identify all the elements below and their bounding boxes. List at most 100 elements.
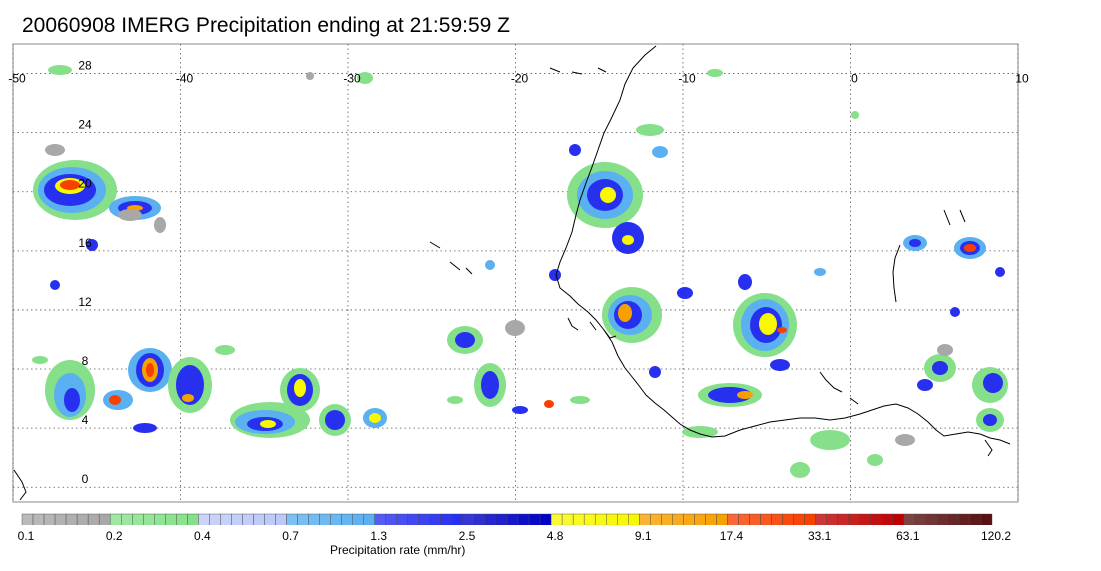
colorbar-swatch bbox=[87, 513, 100, 525]
colorbar-swatch bbox=[451, 513, 464, 525]
coast-detail bbox=[984, 439, 993, 457]
colorbar bbox=[21, 513, 993, 525]
precip-cell bbox=[612, 222, 644, 254]
colorbar-swatch bbox=[54, 513, 67, 525]
precip-cell bbox=[363, 408, 387, 428]
colorbar-swatch bbox=[837, 513, 849, 525]
colorbar-swatch bbox=[705, 513, 717, 525]
colorbar-swatch bbox=[936, 513, 949, 525]
colorbar-swatch bbox=[165, 513, 177, 525]
colorbar-tick-label: 9.1 bbox=[634, 529, 652, 543]
latitude-tick-label: 24 bbox=[78, 118, 92, 132]
colorbar-swatch bbox=[98, 513, 111, 525]
colorbar-swatch bbox=[418, 513, 431, 525]
colorbar-tick-label: 0.2 bbox=[105, 529, 123, 543]
colorbar-swatch bbox=[121, 513, 133, 525]
colorbar-tick-label: 0.4 bbox=[194, 529, 211, 543]
colorbar-swatch bbox=[606, 513, 618, 525]
colorbar-tick-label: 0.7 bbox=[282, 529, 299, 543]
colorbar-swatch bbox=[892, 513, 905, 525]
colorbar-swatch bbox=[65, 513, 78, 525]
colorbar-swatch bbox=[308, 513, 320, 525]
colorbar-swatch bbox=[109, 513, 122, 525]
colorbar-swatch bbox=[528, 513, 541, 525]
colorbar-tick-label: 4.8 bbox=[546, 529, 564, 543]
colorbar-tick-label: 120.2 bbox=[980, 529, 1012, 543]
colorbar-swatch bbox=[231, 513, 243, 525]
colorbar-swatch bbox=[782, 513, 794, 525]
colorbar-swatch bbox=[650, 513, 662, 525]
colorbar-swatch bbox=[925, 513, 938, 525]
colorbar-tick-label: 1.3 bbox=[370, 529, 388, 543]
colorbar-swatch bbox=[903, 513, 916, 525]
colorbar-swatch bbox=[473, 513, 486, 525]
precip-cell bbox=[474, 363, 506, 407]
precip-cell bbox=[230, 402, 310, 438]
colorbar-swatch bbox=[716, 513, 728, 525]
precip-cell bbox=[447, 326, 483, 354]
colorbar-swatch bbox=[374, 513, 386, 525]
precip-cell bbox=[45, 72, 953, 446]
colorbar-swatch bbox=[198, 513, 210, 525]
colorbar-swatch bbox=[969, 513, 982, 525]
precip-cell bbox=[924, 354, 956, 382]
colorbar-swatch bbox=[617, 513, 629, 525]
longitude-tick-label: -50 bbox=[8, 71, 26, 85]
colorbar-label: Precipitation rate (mm/hr) bbox=[330, 543, 466, 557]
longitude-tick-label: -20 bbox=[511, 71, 529, 85]
colorbar-swatch bbox=[517, 513, 530, 525]
colorbar-swatch bbox=[297, 513, 309, 525]
colorbar-swatch bbox=[407, 513, 420, 525]
colorbar-tick-label: 33.1 bbox=[807, 529, 832, 543]
longitude-labels: -50 -40 -30 -20 -10 0 10 bbox=[8, 71, 1029, 85]
precipitation-field bbox=[32, 65, 1008, 478]
colorbar-swatch bbox=[881, 513, 893, 525]
colorbar-swatch bbox=[363, 513, 375, 525]
colorbar-swatch bbox=[980, 513, 993, 525]
colorbar-swatch bbox=[539, 513, 552, 525]
colorbar-swatch bbox=[341, 513, 353, 525]
colorbar-swatch bbox=[870, 513, 882, 525]
latitude-tick-label: 0 bbox=[82, 472, 89, 486]
colorbar-swatch bbox=[76, 513, 89, 525]
colorbar-swatch bbox=[815, 513, 827, 525]
precip-cell bbox=[954, 237, 986, 259]
coast-detail bbox=[567, 317, 617, 339]
precip-cell bbox=[33, 160, 117, 220]
latitude-tick-label: 8 bbox=[82, 354, 89, 368]
colorbar-swatch bbox=[154, 513, 166, 525]
colorbar-tick-label: 17.4 bbox=[719, 529, 744, 543]
colorbar-swatch bbox=[286, 513, 298, 525]
colorbar-swatch bbox=[727, 513, 739, 525]
colorbar-swatch bbox=[793, 513, 805, 525]
coast-detail bbox=[819, 371, 859, 405]
colorbar-swatch bbox=[143, 513, 155, 525]
precip-cell bbox=[280, 368, 320, 412]
precip-cell bbox=[103, 390, 133, 410]
coast-detail bbox=[892, 209, 966, 303]
latitude-tick-label: 4 bbox=[82, 413, 89, 427]
precip-cell bbox=[976, 408, 1004, 432]
longitude-tick-label: 10 bbox=[1015, 71, 1029, 85]
colorbar-swatch bbox=[43, 513, 56, 525]
precip-cell bbox=[319, 404, 351, 436]
colorbar-swatch bbox=[738, 513, 750, 525]
colorbar-swatch bbox=[561, 513, 574, 525]
colorbar-swatch bbox=[209, 513, 221, 525]
coast-detail bbox=[429, 241, 473, 275]
colorbar-swatch bbox=[319, 513, 331, 525]
latitude-labels: 28 24 20 16 12 8 4 0 bbox=[78, 59, 92, 487]
colorbar-swatch bbox=[275, 513, 287, 525]
colorbar-swatch bbox=[749, 513, 761, 525]
colorbar-swatch bbox=[176, 513, 188, 525]
colorbar-swatch bbox=[264, 513, 276, 525]
colorbar-swatch bbox=[661, 513, 673, 525]
colorbar-swatch bbox=[572, 513, 585, 525]
latitude-tick-label: 28 bbox=[78, 59, 92, 73]
colorbar-swatch bbox=[352, 513, 364, 525]
precip-cell bbox=[972, 367, 1008, 403]
colorbar-swatch bbox=[848, 513, 860, 525]
colorbar-swatch bbox=[385, 513, 397, 525]
precip-cell bbox=[168, 357, 212, 413]
colorbar-swatch bbox=[694, 513, 706, 525]
